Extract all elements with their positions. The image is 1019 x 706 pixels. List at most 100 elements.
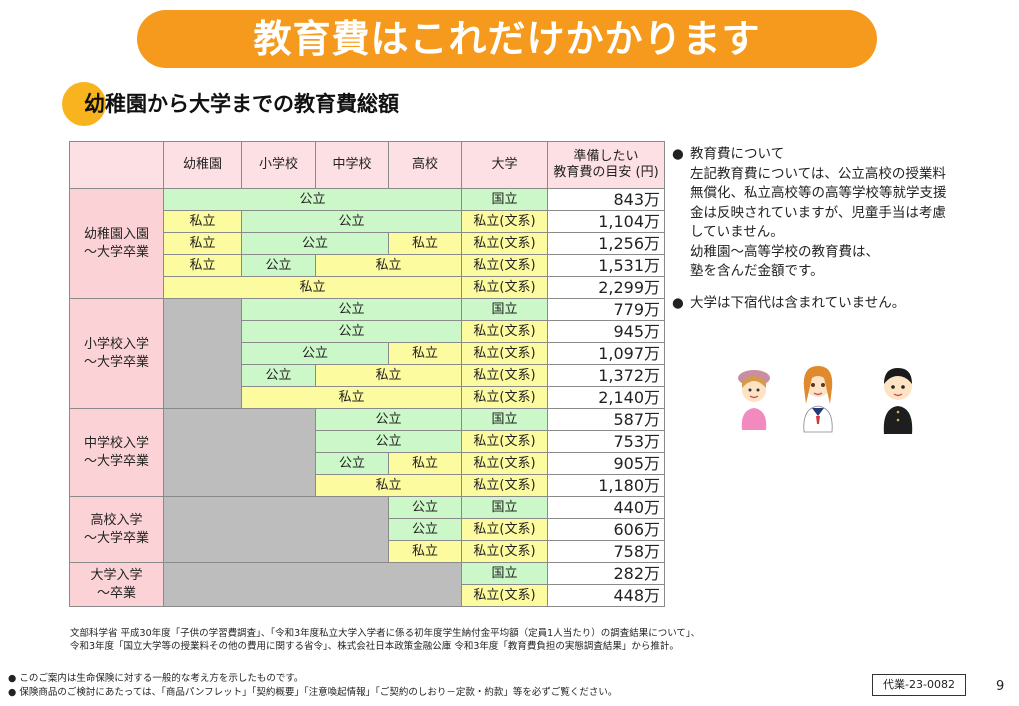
group-label-cell: 幼稚園入園 ～大学卒業 (69, 188, 164, 299)
table-row: 公立 私立 私立(文系) 1,372万 (70, 364, 665, 387)
group-label-cell: 小学校入学 ～大学卒業 (69, 298, 164, 409)
school-type-cell: 公立 (241, 298, 462, 321)
amount-cell: 1,180万 (547, 474, 665, 497)
table-row: 幼稚園入園 ～大学卒業 公立 国立 843万 (69, 188, 665, 299)
group-label-cell: 大学入学 ～卒業 (69, 562, 164, 607)
university-type-cell: 国立 (461, 496, 548, 519)
university-type-cell: 国立 (461, 188, 548, 211)
document-code: 代業-23-0082 (872, 674, 966, 696)
school-type-cell: 私立 (163, 210, 242, 233)
section-heading-text: 幼稚園から大学までの教育費総額 (84, 92, 399, 116)
group-label-line: ～大学卒業 (83, 244, 149, 260)
table-row: 公立 私立(文系) 945万 (70, 320, 665, 343)
amount-cell: 843万 (547, 188, 665, 211)
university-type-cell: 私立(文系) (461, 430, 548, 453)
header-cell: 大学 (461, 141, 548, 189)
page-number: 9 (996, 679, 1005, 694)
table-header-row: 幼稚園 小学校 中学校 高校 大学 準備したい 教育費の目安 (円) (69, 141, 665, 189)
bullet-icon: ● (8, 673, 17, 684)
amount-cell: 2,140万 (547, 386, 665, 409)
group-label-line: 中学校入学 (83, 435, 149, 451)
group-label-line: ～大学卒業 (83, 453, 149, 469)
school-type-cell: 私立 (315, 254, 462, 277)
university-type-cell: 私立(文系) (461, 364, 548, 387)
school-type-cell: 公立 (315, 408, 462, 431)
note-university: ● 大学は下宿代は含まれていません。 (672, 294, 1002, 314)
amount-cell: 1,097万 (547, 342, 665, 365)
group-label-line: 幼稚園入園 (83, 226, 149, 242)
note-line: 教育費について (690, 146, 785, 162)
university-type-cell: 私立(文系) (461, 452, 548, 475)
group-label-cell: 高校入学 ～大学卒業 (69, 496, 164, 563)
note-line: 塾を含んだ金額です。 (690, 263, 824, 279)
school-type-cell: 私立 (241, 386, 462, 409)
amount-cell: 606万 (547, 518, 665, 541)
school-type-cell: 私立 (388, 342, 462, 365)
amount-cell: 753万 (547, 430, 665, 453)
university-type-cell: 国立 (461, 562, 548, 585)
university-type-cell: 私立(文系) (461, 386, 548, 409)
group-label-line: 大学入学 (90, 567, 143, 583)
table-row: 私立(文系) 448万 (70, 584, 665, 607)
university-type-cell: 私立(文系) (461, 540, 548, 563)
amount-cell: 758万 (547, 540, 665, 563)
table-row: 高校入学 ～大学卒業 公立 国立 440万 (69, 496, 665, 563)
note-line: していません。 (690, 224, 784, 240)
school-type-cell: 公立 (241, 210, 462, 233)
amount-cell: 2,299万 (547, 276, 665, 299)
amount-header-line: 準備したい (573, 149, 639, 164)
amount-cell: 440万 (547, 496, 665, 519)
group-label-line: 高校入学 (90, 512, 143, 528)
table-row: 私立 私立(文系) 758万 (70, 540, 665, 563)
amount-cell: 905万 (547, 452, 665, 475)
university-type-cell: 私立(文系) (461, 518, 548, 541)
university-type-cell: 私立(文系) (461, 342, 548, 365)
table-row: 私立 公立 私立 私立(文系) 1,256万 (70, 232, 665, 255)
group-label-cell: 中学校入学 ～大学卒業 (69, 408, 164, 497)
table-row: 私立 私立(文系) 2,140万 (70, 386, 665, 409)
note-line: 金は反映されていますが、児童手当は考慮 (690, 204, 946, 221)
header-cell: 高校 (388, 141, 462, 189)
bullet-icon: ● (672, 294, 684, 311)
bullet-icon: ● (672, 146, 684, 162)
notes-panel: ● 教育費について 左記教育費については、公立高校の授業料 無償化、私立高校等の… (672, 145, 1002, 313)
disclaimer-line-2: ● 保険商品のご検討にあたっては、「商品パンフレット」「契約概要」「注意喚起情報… (8, 686, 617, 700)
school-type-cell: 私立 (315, 474, 462, 497)
table-row: 中学校入学 ～大学卒業 公立 国立 587万 (69, 408, 665, 497)
table-row: 大学入学 ～卒業 国立 282万 (69, 562, 665, 607)
schoolgirl-icon (803, 366, 833, 433)
disclaimer-line-1: ● このご案内は生命保険に対する一般的な考え方を示したものです。 (8, 672, 617, 686)
school-type-cell: 公立 (388, 496, 462, 519)
school-type-cell: 公立 (163, 188, 462, 211)
school-type-cell: 私立 (163, 254, 242, 277)
university-type-cell: 私立(文系) (461, 584, 548, 607)
students-illustration (738, 366, 913, 434)
school-type-cell: 公立 (241, 364, 316, 387)
university-type-cell: 国立 (461, 408, 548, 431)
amount-cell: 779万 (547, 298, 665, 321)
disclaimer-text: このご案内は生命保険に対する一般的な考え方を示したものです。 (19, 673, 304, 684)
amount-cell: 1,104万 (547, 210, 665, 233)
amount-cell: 587万 (547, 408, 665, 431)
amount-cell: 1,256万 (547, 232, 665, 255)
school-type-cell: 私立 (163, 232, 242, 255)
school-type-cell: 公立 (388, 518, 462, 541)
amount-cell: 1,372万 (547, 364, 665, 387)
bullet-icon: ● (8, 687, 17, 698)
disclaimer-text: 保険商品のご検討にあたっては、「商品パンフレット」「契約概要」「注意喚起情報」「… (19, 687, 618, 698)
university-type-cell: 私立(文系) (461, 232, 548, 255)
source-line: 文部科学省 平成30年度「子供の学習費調査」、「令和3年度私立大学入学者に係る初… (70, 628, 701, 639)
amount-cell: 448万 (547, 584, 665, 607)
header-cell: 小学校 (241, 141, 316, 189)
school-type-cell: 私立 (163, 276, 462, 299)
university-type-cell: 国立 (461, 298, 548, 321)
note-line: 幼稚園～高等学校の教育費は、 (690, 243, 879, 260)
university-type-cell: 私立(文系) (461, 276, 548, 299)
note-line: 左記教育費については、公立高校の授業料 (690, 165, 946, 182)
school-type-cell: 私立 (315, 364, 462, 387)
not-applicable-cell (163, 408, 316, 497)
amount-cell: 1,531万 (547, 254, 665, 277)
header-cell: 中学校 (315, 141, 389, 189)
school-type-cell: 公立 (315, 452, 389, 475)
school-type-cell: 公立 (241, 320, 462, 343)
